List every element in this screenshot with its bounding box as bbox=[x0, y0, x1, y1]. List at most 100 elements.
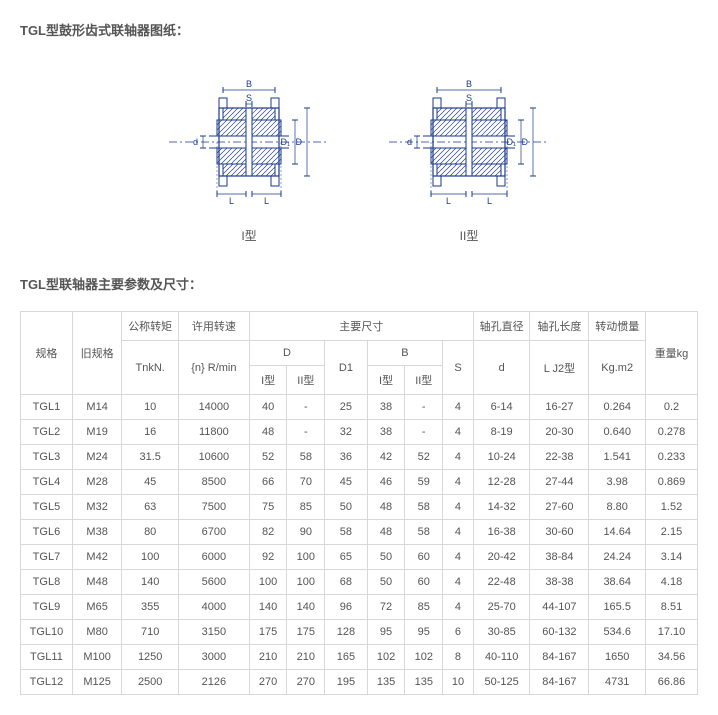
cell-s: 4 bbox=[443, 445, 474, 470]
cell-m: 0.869 bbox=[646, 470, 698, 495]
cell-bII: 95 bbox=[405, 620, 443, 645]
th-speed: 许用转速 bbox=[178, 312, 249, 341]
cell-dI: 140 bbox=[249, 595, 287, 620]
svg-text:D₁: D₁ bbox=[280, 137, 290, 147]
cell-spec: TGL9 bbox=[21, 595, 73, 620]
cell-d: 10-24 bbox=[473, 445, 530, 470]
cell-j: 8.80 bbox=[589, 495, 646, 520]
cell-spec: TGL3 bbox=[21, 445, 73, 470]
cell-s: 4 bbox=[443, 595, 474, 620]
svg-text:D₁: D₁ bbox=[506, 137, 516, 147]
cell-rpm: 7500 bbox=[178, 495, 249, 520]
cell-rpm: 6700 bbox=[178, 520, 249, 545]
cell-old: M100 bbox=[72, 645, 122, 670]
cell-j: 14.64 bbox=[589, 520, 646, 545]
diagram-block-1: BSLLdD₁D I型 bbox=[159, 57, 339, 244]
cell-dII: 100 bbox=[287, 570, 325, 595]
svg-text:L: L bbox=[487, 196, 492, 206]
cell-d1: 68 bbox=[325, 570, 367, 595]
cell-d: 8-19 bbox=[473, 420, 530, 445]
th-spec: 规格 bbox=[21, 312, 73, 395]
cell-rpm: 3150 bbox=[178, 620, 249, 645]
cell-j: 3.98 bbox=[589, 470, 646, 495]
table-row: TGL8M481405600100100685060422-4838-3838.… bbox=[21, 570, 698, 595]
cell-s: 4 bbox=[443, 570, 474, 595]
cell-dI: 175 bbox=[249, 620, 287, 645]
th-hublen-u: L J2型 bbox=[530, 341, 589, 395]
cell-bI: 48 bbox=[367, 495, 405, 520]
th-D1: D1 bbox=[325, 341, 367, 395]
cell-rpm: 2126 bbox=[178, 670, 249, 695]
diagram-type1: BSLLdD₁D bbox=[159, 57, 339, 207]
cell-tn: 80 bbox=[122, 520, 179, 545]
cell-bII: 52 bbox=[405, 445, 443, 470]
cell-rpm: 14000 bbox=[178, 395, 249, 420]
th-D-I: I型 bbox=[249, 366, 287, 395]
cell-spec: TGL2 bbox=[21, 420, 73, 445]
table-row: TGL6M388067008290584858416-3830-6014.642… bbox=[21, 520, 698, 545]
cell-l: 84-167 bbox=[530, 645, 589, 670]
table-title: TGL型联轴器主要参数及尺寸： bbox=[20, 274, 698, 293]
cell-dI: 48 bbox=[249, 420, 287, 445]
cell-m: 0.278 bbox=[646, 420, 698, 445]
cell-dI: 210 bbox=[249, 645, 287, 670]
cell-bII: - bbox=[405, 395, 443, 420]
svg-text:B: B bbox=[246, 79, 252, 89]
th-speed-unit: {n} R/min bbox=[178, 341, 249, 395]
cell-rpm: 6000 bbox=[178, 545, 249, 570]
cell-j: 534.6 bbox=[589, 620, 646, 645]
cell-old: M65 bbox=[72, 595, 122, 620]
cell-s: 4 bbox=[443, 420, 474, 445]
cell-spec: TGL4 bbox=[21, 470, 73, 495]
cell-bII: 102 bbox=[405, 645, 443, 670]
svg-text:L: L bbox=[446, 196, 451, 206]
table-row: TGL11M10012503000210210165102102840-1108… bbox=[21, 645, 698, 670]
cell-l: 60-132 bbox=[530, 620, 589, 645]
cell-s: 4 bbox=[443, 495, 474, 520]
cell-dII: - bbox=[287, 420, 325, 445]
cell-bI: 102 bbox=[367, 645, 405, 670]
cell-m: 3.14 bbox=[646, 545, 698, 570]
table-row: TGL2M19161180048-3238-48-1920-300.6400.2… bbox=[21, 420, 698, 445]
cell-bII: 58 bbox=[405, 520, 443, 545]
cell-dII: 270 bbox=[287, 670, 325, 695]
table-row: TGL10M8071031501751751289595630-8560-132… bbox=[21, 620, 698, 645]
cell-l: 38-38 bbox=[530, 570, 589, 595]
cell-tn: 16 bbox=[122, 420, 179, 445]
cell-d: 6-14 bbox=[473, 395, 530, 420]
cell-dII: 140 bbox=[287, 595, 325, 620]
cell-bI: 50 bbox=[367, 545, 405, 570]
spec-table: 规格 旧规格 公称转矩 许用转速 主要尺寸 轴孔直径 轴孔长度 转动惯量 重量k… bbox=[20, 311, 698, 695]
cell-l: 16-27 bbox=[530, 395, 589, 420]
cell-d: 20-42 bbox=[473, 545, 530, 570]
cell-tn: 1250 bbox=[122, 645, 179, 670]
cell-m: 8.51 bbox=[646, 595, 698, 620]
cell-s: 4 bbox=[443, 395, 474, 420]
cell-bII: 60 bbox=[405, 570, 443, 595]
cell-dI: 270 bbox=[249, 670, 287, 695]
th-torque-unit: TnkN. bbox=[122, 341, 179, 395]
cell-m: 0.2 bbox=[646, 395, 698, 420]
cell-m: 4.18 bbox=[646, 570, 698, 595]
svg-text:D: D bbox=[296, 137, 303, 147]
cell-rpm: 5600 bbox=[178, 570, 249, 595]
cell-bII: 60 bbox=[405, 545, 443, 570]
cell-j: 4731 bbox=[589, 670, 646, 695]
cell-s: 4 bbox=[443, 545, 474, 570]
cell-j: 38.64 bbox=[589, 570, 646, 595]
cell-tn: 355 bbox=[122, 595, 179, 620]
cell-m: 2.15 bbox=[646, 520, 698, 545]
cell-l: 38-84 bbox=[530, 545, 589, 570]
cell-d1: 128 bbox=[325, 620, 367, 645]
svg-text:d: d bbox=[407, 137, 412, 147]
cell-spec: TGL7 bbox=[21, 545, 73, 570]
cell-tn: 45 bbox=[122, 470, 179, 495]
th-torque: 公称转矩 bbox=[122, 312, 179, 341]
cell-dII: 70 bbox=[287, 470, 325, 495]
cell-bI: 48 bbox=[367, 520, 405, 545]
cell-d: 16-38 bbox=[473, 520, 530, 545]
svg-text:d: d bbox=[193, 137, 198, 147]
cell-m: 66.86 bbox=[646, 670, 698, 695]
cell-spec: TGL1 bbox=[21, 395, 73, 420]
cell-old: M80 bbox=[72, 620, 122, 645]
